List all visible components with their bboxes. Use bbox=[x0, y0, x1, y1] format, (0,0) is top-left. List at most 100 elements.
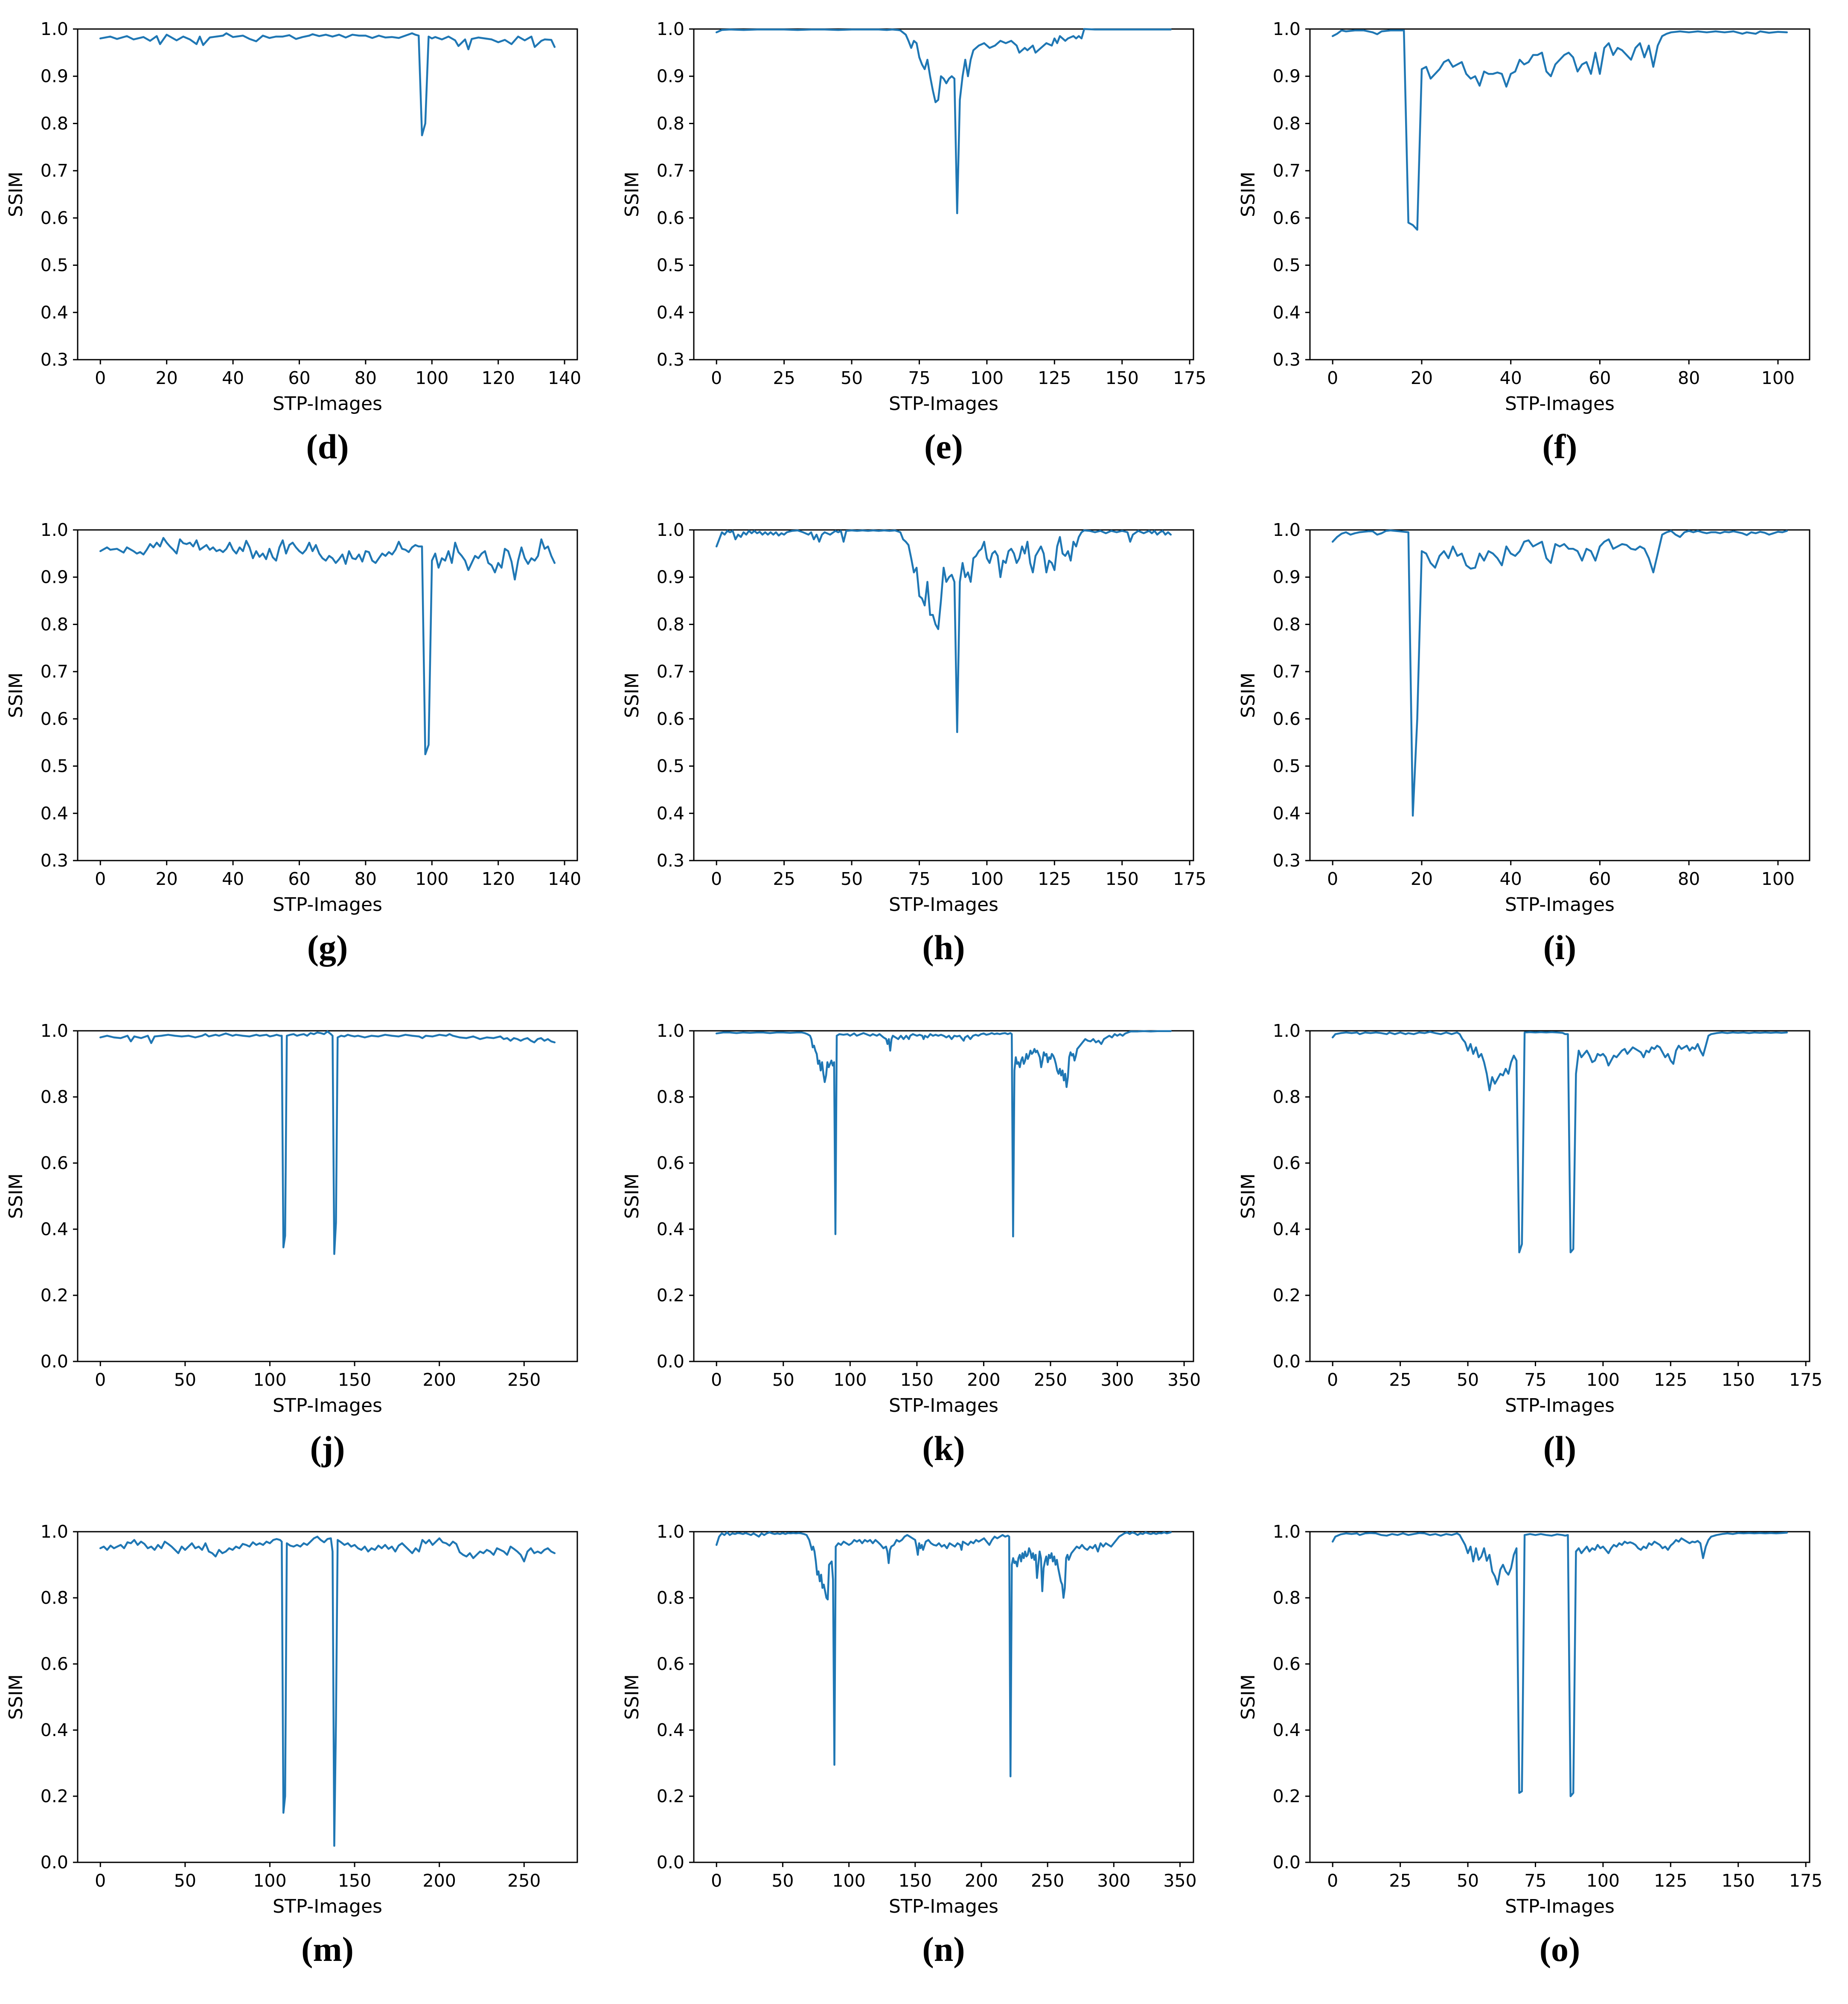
y-tick-label: 0.8 bbox=[41, 113, 68, 134]
x-tick-label: 0 bbox=[1327, 1370, 1338, 1390]
y-tick-label: 0.4 bbox=[41, 1219, 68, 1239]
ssim-line-series bbox=[99, 32, 556, 137]
x-tick-label: 20 bbox=[156, 368, 178, 388]
x-tick-label: 40 bbox=[1500, 368, 1522, 388]
line-chart-h: 0.3 0.4 0.5 0.6 0.7 0.8 0.9 1.0 0 25 50 75 100 125 150… bbox=[621, 520, 1206, 916]
axes-box bbox=[1309, 1030, 1810, 1362]
y-axis-label: SSIM bbox=[621, 1674, 643, 1720]
y-tick-label: 0.6 bbox=[1273, 1153, 1301, 1173]
y-tick-label: 0.4 bbox=[657, 302, 684, 323]
x-tick-label: 40 bbox=[222, 368, 244, 388]
subplot-caption-e: (e) bbox=[924, 427, 963, 466]
y-tick-label: 0.4 bbox=[1273, 1720, 1301, 1740]
y-tick-label: 0.4 bbox=[657, 1720, 684, 1740]
x-tick-label: 125 bbox=[1038, 368, 1071, 388]
y-tick-label: 0.0 bbox=[657, 1852, 684, 1873]
x-tick-label: 50 bbox=[1457, 1870, 1479, 1891]
y-tick-label: 0.6 bbox=[1273, 208, 1301, 228]
y-tick-label: 1.0 bbox=[1273, 520, 1301, 540]
x-tick-label: 50 bbox=[771, 1870, 794, 1891]
line-chart-d: 0.3 0.4 0.5 0.6 0.7 0.8 0.9 1.0 0 20 40 60 80 100 120 1… bbox=[5, 19, 581, 415]
y-tick-label: 0.2 bbox=[41, 1786, 68, 1806]
x-tick-label: 50 bbox=[174, 1370, 196, 1390]
x-tick-label: 0 bbox=[95, 1370, 106, 1390]
x-tick-label: 80 bbox=[1678, 368, 1700, 388]
x-tick-label: 200 bbox=[423, 1870, 456, 1891]
x-tick-label: 100 bbox=[832, 1870, 865, 1891]
x-tick-label: 75 bbox=[1524, 1370, 1546, 1390]
ssim-line-series bbox=[715, 28, 1172, 215]
ssim-line-series bbox=[99, 537, 556, 756]
y-tick-label: 0.7 bbox=[657, 160, 684, 181]
y-tick-label: 0.4 bbox=[41, 1720, 68, 1740]
subplot-caption-h: (h) bbox=[922, 928, 965, 967]
y-tick-label: 0.8 bbox=[1273, 113, 1301, 134]
y-tick-label: 0.6 bbox=[657, 1654, 684, 1674]
x-tick-label: 300 bbox=[1097, 1870, 1130, 1891]
y-tick-label: 1.0 bbox=[1273, 19, 1301, 39]
y-tick-label: 1.0 bbox=[41, 1521, 68, 1542]
subplot-g: 0.3 0.4 0.5 0.6 0.7 0.8 0.9 1.0 0 20 40 60 80 100 120 1… bbox=[0, 501, 616, 1002]
y-tick-label: 0.4 bbox=[657, 1219, 684, 1239]
x-tick-label: 125 bbox=[1038, 869, 1071, 889]
x-tick-label: 80 bbox=[355, 368, 377, 388]
x-tick-label: 100 bbox=[970, 368, 1004, 388]
y-tick-label: 0.9 bbox=[657, 567, 684, 588]
subplot-j: 0.0 0.2 0.4 0.6 0.8 1.0 0 50 100 150 200 250 STP-Ima… bbox=[0, 1002, 616, 1503]
line-chart-g: 0.3 0.4 0.5 0.6 0.7 0.8 0.9 1.0 0 20 40 60 80 100 120 1… bbox=[5, 520, 581, 916]
subplot-caption-j: (j) bbox=[310, 1429, 345, 1468]
ssim-line-series bbox=[715, 529, 1172, 733]
y-tick-label: 0.6 bbox=[1273, 709, 1301, 729]
x-tick-label: 175 bbox=[1173, 368, 1206, 388]
y-tick-label: 0.9 bbox=[657, 66, 684, 87]
x-tick-label: 60 bbox=[288, 368, 310, 388]
y-tick-label: 1.0 bbox=[41, 520, 68, 540]
x-tick-label: 60 bbox=[1589, 869, 1611, 889]
y-tick-label: 0.5 bbox=[1273, 756, 1301, 777]
x-tick-label: 100 bbox=[1586, 1370, 1620, 1390]
x-tick-label: 0 bbox=[1327, 869, 1338, 889]
x-tick-label: 50 bbox=[174, 1870, 196, 1891]
subplot-d: 0.3 0.4 0.5 0.6 0.7 0.8 0.9 1.0 0 20 40 60 80 100 120 1… bbox=[0, 0, 616, 501]
x-tick-label: 0 bbox=[95, 1870, 106, 1891]
x-axis-label: STP-Images bbox=[889, 1395, 998, 1416]
x-tick-label: 125 bbox=[1654, 1370, 1687, 1390]
x-tick-label: 300 bbox=[1100, 1370, 1134, 1390]
x-axis-label: STP-Images bbox=[1505, 894, 1615, 916]
ssim-line-series bbox=[1331, 529, 1788, 817]
y-tick-label: 0.8 bbox=[657, 113, 684, 134]
y-tick-label: 0.4 bbox=[41, 803, 68, 823]
x-tick-label: 200 bbox=[423, 1370, 456, 1390]
ssim-line-series bbox=[1331, 29, 1788, 231]
x-tick-label: 0 bbox=[711, 1870, 722, 1891]
y-axis-label: SSIM bbox=[5, 1674, 27, 1720]
subplot-i: 0.3 0.4 0.5 0.6 0.7 0.8 0.9 1.0 0 20 40 60 80 100 STP-… bbox=[1232, 501, 1848, 1002]
y-tick-label: 0.2 bbox=[41, 1285, 68, 1306]
y-axis-label: SSIM bbox=[621, 1173, 643, 1219]
x-axis-label: STP-Images bbox=[273, 1395, 382, 1416]
y-tick-label: 1.0 bbox=[657, 1521, 684, 1542]
y-axis-label: SSIM bbox=[1237, 1173, 1259, 1219]
x-tick-label: 60 bbox=[288, 869, 310, 889]
x-tick-label: 25 bbox=[773, 869, 795, 889]
subplot-caption-i: (i) bbox=[1543, 928, 1577, 967]
x-tick-label: 80 bbox=[1678, 869, 1700, 889]
x-tick-label: 25 bbox=[1389, 1870, 1411, 1891]
y-tick-label: 0.3 bbox=[1273, 850, 1301, 871]
y-axis-label: SSIM bbox=[5, 172, 27, 217]
y-tick-label: 0.5 bbox=[41, 255, 68, 276]
x-tick-label: 250 bbox=[1034, 1370, 1067, 1390]
y-tick-label: 0.4 bbox=[1273, 302, 1301, 323]
y-tick-label: 0.6 bbox=[657, 208, 684, 228]
line-chart-i: 0.3 0.4 0.5 0.6 0.7 0.8 0.9 1.0 0 20 40 60 80 100 STP-… bbox=[1237, 520, 1810, 916]
y-tick-label: 0.8 bbox=[1273, 1588, 1301, 1608]
y-tick-label: 1.0 bbox=[1273, 1521, 1301, 1542]
x-tick-label: 80 bbox=[355, 869, 377, 889]
x-axis-label: STP-Images bbox=[1505, 1896, 1615, 1917]
y-tick-label: 0.3 bbox=[657, 850, 684, 871]
y-axis-label: SSIM bbox=[1237, 672, 1259, 718]
y-tick-label: 0.8 bbox=[1273, 614, 1301, 634]
x-tick-label: 200 bbox=[965, 1870, 998, 1891]
x-tick-label: 175 bbox=[1173, 869, 1206, 889]
y-tick-label: 0.0 bbox=[41, 1852, 68, 1873]
